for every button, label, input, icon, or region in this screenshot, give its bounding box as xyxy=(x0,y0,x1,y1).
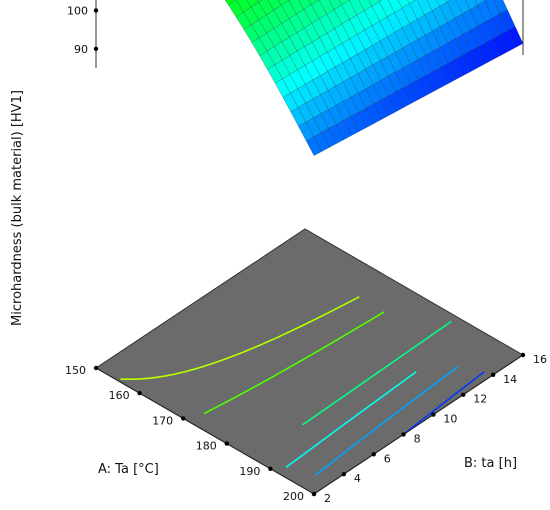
surface-cell xyxy=(305,136,322,156)
y-tick-mark xyxy=(520,352,526,358)
y-tick-mark xyxy=(461,392,466,397)
x-tick-label: 170 xyxy=(152,414,173,427)
y-tick-mark xyxy=(431,412,436,417)
y-tick-mark xyxy=(490,372,496,378)
x-tick-mark xyxy=(224,441,229,446)
y-tick-label: 14 xyxy=(503,373,517,386)
contour-line-2 xyxy=(314,365,459,476)
y-tick-mark xyxy=(401,432,406,437)
x-tick-label: 160 xyxy=(109,389,130,402)
y-tick-mark xyxy=(371,452,376,457)
z-axis-title: Microhardness (bulk material) [HV1] xyxy=(10,90,25,326)
z-tick-label: 100 xyxy=(67,4,88,17)
contour-line-4 xyxy=(302,320,452,426)
x-axis-title: A: Ta [°C] xyxy=(98,462,159,477)
x-tick-label: 200 xyxy=(283,490,304,503)
x-tick-label: 180 xyxy=(196,440,217,453)
x-tick-mark xyxy=(137,391,142,396)
box-edge-front-right xyxy=(313,354,524,495)
x-tick-label: 150 xyxy=(65,364,86,377)
floor-plane xyxy=(95,228,524,495)
y-tick-mark xyxy=(311,491,317,497)
z-tick-label: 90 xyxy=(74,43,88,56)
y-tick-label: 4 xyxy=(354,472,361,485)
z-tick-mark xyxy=(93,8,99,13)
y-axis-title: B: ta [h] xyxy=(464,456,517,471)
floor-plane-fill xyxy=(95,228,524,495)
contour-line-1 xyxy=(403,371,485,436)
floor-contours xyxy=(120,296,485,476)
contour-line-3 xyxy=(285,371,417,469)
surface-cell xyxy=(224,0,236,6)
x-tick-mark xyxy=(181,416,186,421)
axis-ticks: 9010011012013014015016015016017018019020… xyxy=(65,4,547,505)
x-tick-mark xyxy=(93,365,99,371)
y-tick-label: 8 xyxy=(414,432,421,445)
y-tick-label: 6 xyxy=(384,452,391,465)
y-tick-label: 16 xyxy=(533,353,547,366)
x-tick-label: 190 xyxy=(239,465,260,478)
contour-line-7 xyxy=(120,296,360,381)
x-tick-mark xyxy=(268,466,273,471)
y-tick-label: 10 xyxy=(443,413,457,426)
z-tick-mark xyxy=(93,46,99,51)
plot-box-back xyxy=(95,0,524,68)
contour-line-6 xyxy=(203,311,385,415)
plot-box-front xyxy=(95,354,524,495)
y-tick-label: 12 xyxy=(473,393,487,406)
y-tick-label: 2 xyxy=(324,492,331,505)
response-surface xyxy=(224,0,524,156)
y-tick-mark xyxy=(341,471,347,477)
box-edge-front-left xyxy=(95,367,315,495)
surface-cell xyxy=(407,0,416,4)
